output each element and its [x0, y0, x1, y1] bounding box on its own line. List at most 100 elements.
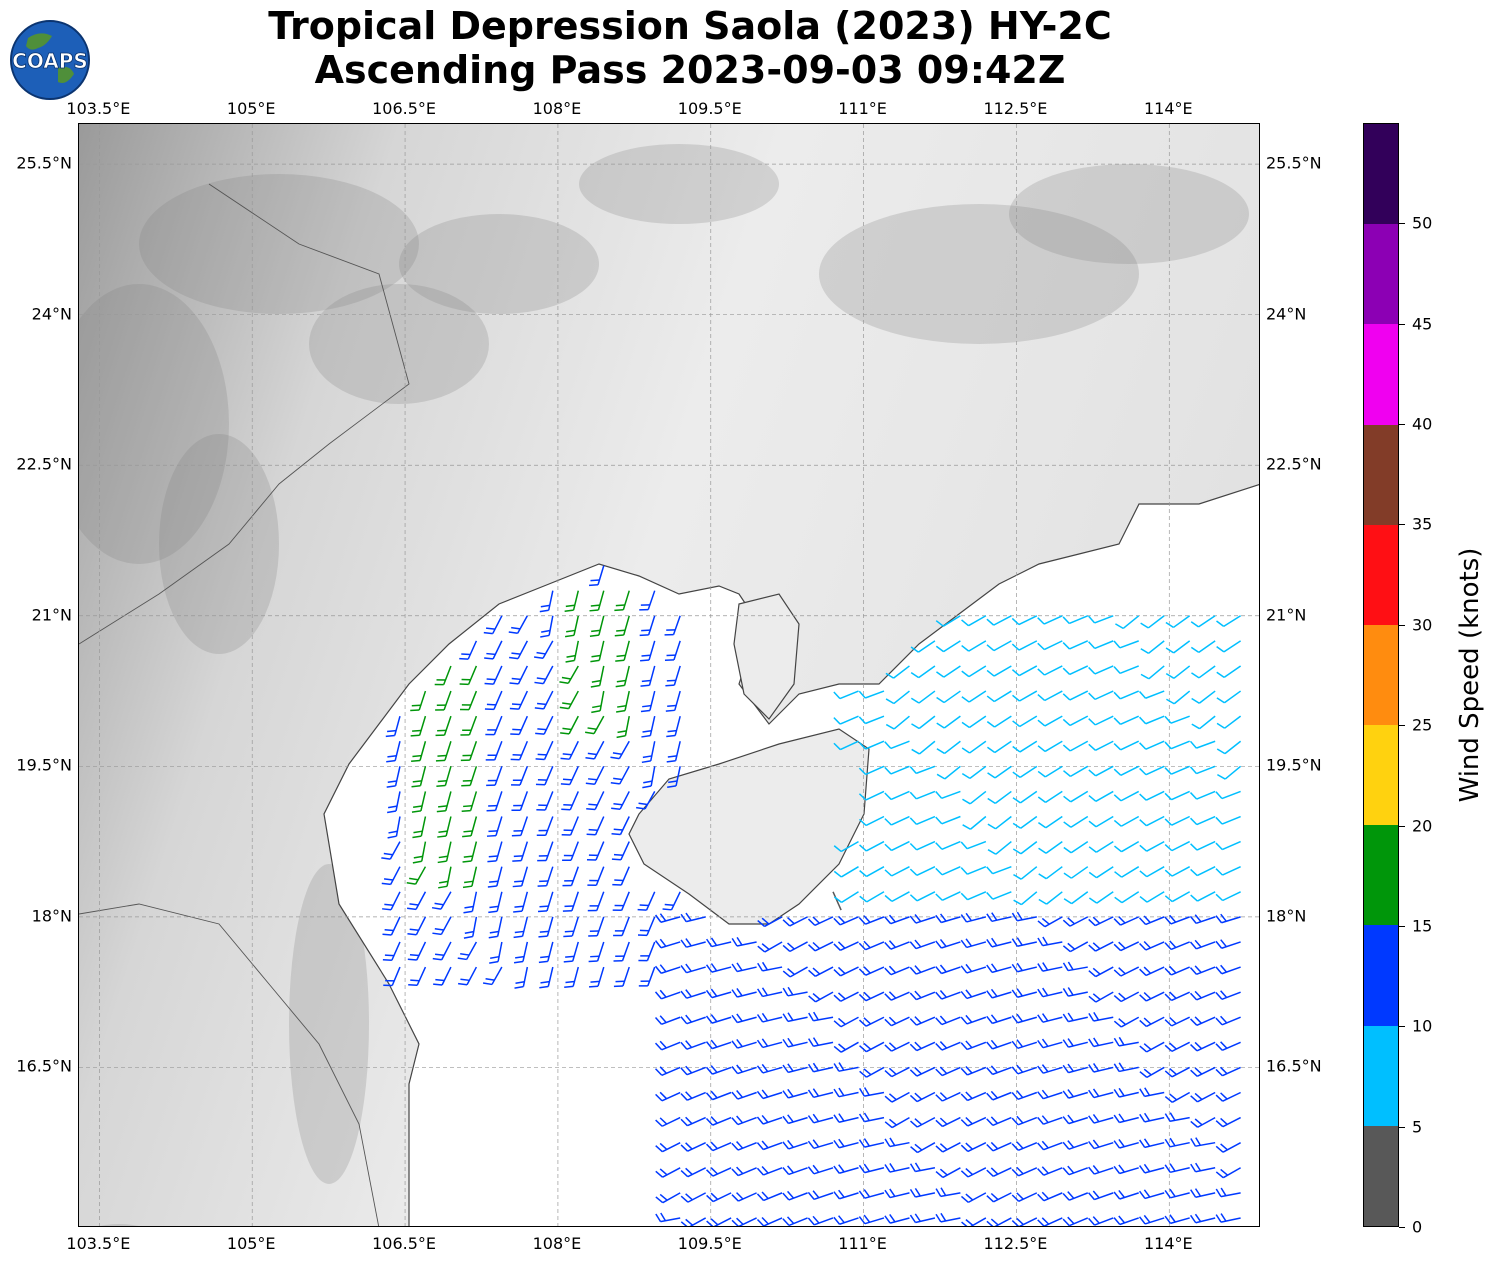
wind-barb [782, 1165, 808, 1176]
barb-shaft [1096, 891, 1114, 904]
barb-shaft [1221, 991, 1241, 1000]
barb-shaft [467, 640, 478, 660]
barb-flag [710, 1039, 718, 1048]
barb-shaft [674, 690, 681, 711]
barb-flag [909, 1043, 918, 1052]
barb-flag [1012, 797, 1021, 804]
barb-shaft [620, 866, 630, 886]
wind-barb [1138, 690, 1165, 699]
barb-flag [488, 855, 498, 858]
map-panel[interactable] [78, 123, 1260, 1227]
barb-flag [986, 669, 995, 677]
barb-shaft [941, 815, 961, 825]
barb-shaft [991, 916, 1012, 923]
barb-shaft [1119, 1116, 1139, 1124]
barb-shaft [916, 1116, 936, 1128]
wind-barb [1138, 1189, 1165, 1200]
barb-flag [1118, 1215, 1126, 1224]
barb-flag [986, 1118, 994, 1126]
barb-flag [540, 955, 550, 959]
wind-barb [1037, 715, 1063, 727]
wind-barb [935, 1142, 961, 1153]
colorbar-segment [1364, 725, 1398, 826]
barb-shaft [813, 1091, 834, 1099]
barb-flag [513, 935, 523, 939]
barb-shaft [1068, 991, 1088, 997]
barb-flag [914, 1162, 921, 1171]
lon-tick-label-top: 108°E [532, 99, 582, 118]
barb-shaft [662, 1142, 681, 1153]
barb-flag [1215, 1214, 1222, 1223]
barb-shaft [1042, 991, 1063, 998]
barb-flag [863, 1189, 871, 1198]
barb-shaft [762, 1041, 783, 1049]
barb-shaft [839, 690, 859, 700]
barb-flag [1215, 1188, 1222, 1198]
barb-flag [787, 1114, 794, 1123]
wind-barb [1011, 962, 1038, 973]
barb-shaft [491, 966, 503, 985]
barb-shaft [737, 991, 757, 998]
barb-flag [535, 758, 545, 761]
wind-barb [387, 791, 401, 814]
wind-barb [1088, 941, 1114, 952]
barb-shaft [419, 741, 427, 761]
barb-flag [641, 654, 651, 657]
wind-barb [588, 941, 605, 963]
barb-flag [1113, 969, 1122, 977]
barb-flag [667, 729, 677, 733]
wind-barb [833, 1041, 859, 1053]
wind-barb [588, 916, 605, 937]
terrain-shading [399, 214, 599, 314]
wind-barb [1062, 1114, 1089, 1125]
barb-flag [965, 1116, 973, 1125]
barb-flag [838, 1043, 846, 1051]
barb-shaft [1070, 790, 1089, 803]
wind-barb [1088, 916, 1114, 927]
barb-shaft [1222, 891, 1241, 902]
barb-flag [812, 967, 821, 975]
wind-barb [885, 665, 910, 679]
wind-barb [807, 1190, 834, 1201]
wind-barb [884, 991, 910, 1001]
wind-barb [961, 615, 987, 627]
barb-flag [615, 604, 625, 607]
wind-barb [536, 791, 554, 811]
barb-shaft [572, 590, 580, 611]
barb-shaft [394, 766, 401, 787]
wind-barb [1113, 1138, 1139, 1149]
barb-shaft [1119, 665, 1140, 675]
wind-barb [664, 615, 681, 636]
wind-barb [706, 1217, 732, 1226]
wind-barb [1088, 1190, 1114, 1201]
barb-flag [787, 1063, 794, 1072]
barb-flag [986, 939, 993, 948]
barb-shaft [891, 1116, 910, 1129]
barb-flag [1220, 939, 1227, 948]
barb-shaft [1144, 1116, 1165, 1123]
barb-shaft [916, 1041, 936, 1052]
barb-shaft [1094, 1192, 1114, 1201]
barb-flag [756, 1193, 765, 1201]
wind-barb [1113, 640, 1139, 649]
barb-flag [910, 671, 920, 679]
barb-flag [1194, 965, 1202, 974]
barb-flag [560, 757, 570, 760]
lon-tick-label-bottom: 108°E [532, 1234, 582, 1253]
barb-flag [1164, 767, 1172, 775]
barb-flag [659, 989, 667, 998]
wind-barb [1011, 911, 1037, 922]
barb-shaft [623, 615, 630, 636]
barb-flag [1220, 1092, 1228, 1100]
wind-barb-map[interactable] [79, 124, 1260, 1227]
wind-barb [705, 1116, 732, 1126]
wind-barb [987, 815, 1012, 830]
barb-flag [884, 869, 893, 877]
barb-flag [1088, 1038, 1095, 1047]
barb-flag [808, 995, 817, 1003]
wind-barb [986, 640, 1012, 652]
barb-flag [736, 1166, 744, 1175]
barb-flag [1215, 1145, 1224, 1153]
wind-barb [1113, 966, 1140, 977]
barb-flag [685, 1167, 693, 1175]
